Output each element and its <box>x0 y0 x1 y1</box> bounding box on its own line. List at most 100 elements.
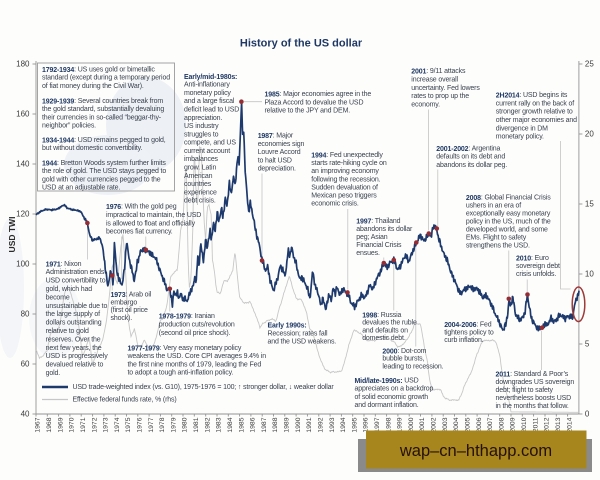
svg-text:2006: 2006 <box>476 417 483 432</box>
svg-text:weakens the USD. Core CPI aver: weakens the USD. Core CPI averages 9.4% … <box>127 353 267 360</box>
svg-text:1973: 1973 <box>103 417 110 432</box>
svg-text:2000: Dot-com: 2000: Dot-com <box>382 348 426 355</box>
svg-text:2000: 2000 <box>408 417 415 432</box>
svg-text:2004-2006: Fed: 2004-2006: Fed <box>444 322 492 329</box>
svg-text:100: 100 <box>16 260 30 269</box>
svg-text:1976: 1976 <box>137 417 144 432</box>
svg-text:monetary policy.: monetary policy. <box>496 134 544 141</box>
svg-text:crisis unfolds.: crisis unfolds. <box>516 271 556 278</box>
svg-text:deficit lead to USD: deficit lead to USD <box>184 107 239 114</box>
svg-text:0: 0 <box>585 410 590 419</box>
svg-text:compete, and US: compete, and US <box>184 140 236 147</box>
svg-text:current rally on the back of: current rally on the back of <box>496 100 574 107</box>
svg-text:appreciates on a backdrop: appreciates on a backdrop <box>355 386 434 393</box>
svg-text:Recession; rates fall: Recession; rates fall <box>268 330 328 337</box>
svg-text:standard (except during a temp: standard (except during a temporary peri… <box>42 75 170 82</box>
svg-text:1988: 1988 <box>272 417 279 432</box>
svg-text:1997: Thailand: 1997: Thailand <box>356 218 400 225</box>
svg-text:2H2014: USD begins its: 2H2014: USD begins its <box>496 92 568 99</box>
svg-text:1980: 1980 <box>182 417 189 432</box>
svg-text:experience: experience <box>184 189 217 196</box>
svg-text:1998: Russia: 1998: Russia <box>362 312 401 319</box>
svg-text:USD convertibility to: USD convertibility to <box>46 278 106 285</box>
svg-text:1974: 1974 <box>114 417 121 432</box>
svg-text:the first nine months of 1979,: the first nine months of 1979, leading t… <box>128 361 262 368</box>
svg-text:starts rate-hiking cycle on: starts rate-hiking cycle on <box>311 160 387 167</box>
svg-text:1995: 1995 <box>351 417 358 432</box>
svg-text:1978: 1978 <box>159 417 166 432</box>
svg-text:grow. Latin: grow. Latin <box>184 165 216 172</box>
svg-text:increase overall: increase overall <box>411 77 458 84</box>
svg-text:of solid economic growth: of solid economic growth <box>355 394 429 401</box>
svg-text:1934-1944: USD remains pegged: 1934-1944: USD remains pegged to gold, <box>42 137 166 144</box>
svg-text:to halt USD: to halt USD <box>258 157 292 164</box>
svg-text:in the months that follow.: in the months that follow. <box>496 403 569 410</box>
svg-text:USD trade-weighted index (vs.: USD trade-weighted index (vs. G10), 1975… <box>73 384 335 391</box>
svg-text:1987: Major: 1987: Major <box>258 133 294 140</box>
svg-text:following the recession.: following the recession. <box>311 176 380 183</box>
svg-text:is allowed to float and offici: is allowed to float and officially <box>106 220 196 227</box>
svg-text:gold, which had: gold, which had <box>46 286 93 293</box>
svg-text:Early 1990s:: Early 1990s: <box>268 322 307 329</box>
svg-text:History of the US dollar: History of the US dollar <box>240 38 363 50</box>
svg-text:and dormant inflation.: and dormant inflation. <box>355 402 419 409</box>
svg-text:1994: 1994 <box>340 417 347 432</box>
svg-text:USD TWI: USD TWI <box>7 217 17 253</box>
svg-text:domestic debt.: domestic debt. <box>362 335 406 342</box>
svg-text:180: 180 <box>16 60 30 69</box>
svg-text:their currencies in so-called: their currencies in so-called “beggar-th… <box>42 114 162 121</box>
svg-text:1990: 1990 <box>295 417 302 432</box>
svg-text:1929-1939: Several countries b: 1929-1939: Several countries break from <box>42 98 163 105</box>
svg-text:40: 40 <box>21 410 30 419</box>
svg-text:EMs. Flight to safety: EMs. Flight to safety <box>466 234 527 241</box>
svg-text:monetary policy: monetary policy <box>184 90 231 97</box>
svg-text:1984: 1984 <box>227 417 234 432</box>
svg-text:1971: Nixon: 1971: Nixon <box>46 261 82 268</box>
svg-text:Plaza Accord to devalue the US: Plaza Accord to devalue the USD <box>265 99 364 106</box>
svg-text:debt crisis.: debt crisis. <box>184 198 216 205</box>
svg-text:developed world, and some: developed world, and some <box>466 226 548 233</box>
svg-text:sovereign debt: sovereign debt <box>516 263 560 270</box>
svg-text:1986: 1986 <box>250 417 257 432</box>
svg-text:devalued relative to: devalued relative to <box>46 362 104 369</box>
svg-text:1977-1979: Very easy monetary: 1977-1979: Very easy monetary policy <box>128 345 242 352</box>
svg-text:USD at an adjustable rate.: USD at an adjustable rate. <box>42 185 120 192</box>
svg-text:10: 10 <box>585 270 594 279</box>
svg-text:struggles to: struggles to <box>184 131 219 138</box>
svg-text:relative to gold: relative to gold <box>46 328 89 335</box>
svg-text:exceptionally easy monetary: exceptionally easy monetary <box>466 210 551 217</box>
svg-text:Financial Crisis: Financial Crisis <box>356 242 402 249</box>
svg-text:Administration ends: Administration ends <box>46 269 105 276</box>
svg-text:Early/mid-1980s:: Early/mid-1980s: <box>184 73 237 80</box>
svg-text:the role of gold. The USD stay: the role of gold. The USD stays pegged t… <box>42 168 166 175</box>
svg-text:25: 25 <box>585 60 594 69</box>
svg-text:next few years, the: next few years, the <box>46 345 102 352</box>
svg-text:1993: 1993 <box>329 417 336 432</box>
svg-text:1996: 1996 <box>363 417 370 432</box>
svg-text:impractical to maintain, the U: impractical to maintain, the USD <box>106 212 201 219</box>
svg-text:160: 160 <box>16 110 30 119</box>
svg-text:1999: 1999 <box>397 417 404 432</box>
svg-text:(second oil price shock).: (second oil price shock). <box>159 330 231 337</box>
svg-text:(first oil price: (first oil price <box>111 307 149 314</box>
svg-text:60: 60 <box>21 360 30 369</box>
svg-text:140: 140 <box>16 160 30 169</box>
svg-text:economies sign: economies sign <box>258 141 305 148</box>
svg-text:1997: 1997 <box>374 417 381 432</box>
svg-text:2004: 2004 <box>453 417 460 432</box>
svg-text:1944: Bretton Woods system fur: 1944: Bretton Woods system further limit… <box>42 160 166 167</box>
svg-text:2003: 2003 <box>442 417 449 432</box>
svg-text:neighbor” policies.: neighbor” policies. <box>42 123 96 130</box>
svg-text:of fiat money during the Civil: of fiat money during the Civil War). <box>42 83 144 90</box>
svg-text:2005: 2005 <box>465 417 472 432</box>
svg-text:but without domestic convertib: but without domestic convertibility. <box>42 145 142 152</box>
svg-text:1994: Fed unexpectedly: 1994: Fed unexpectedly <box>311 152 383 159</box>
svg-text:120: 120 <box>16 210 30 219</box>
svg-text:dollars outstanding: dollars outstanding <box>46 320 102 327</box>
svg-text:Anti-inflationary: Anti-inflationary <box>184 82 230 89</box>
svg-text:1991: 1991 <box>306 417 313 432</box>
svg-text:bubble bursts,: bubble bursts, <box>382 356 424 363</box>
svg-text:and defaults on: and defaults on <box>362 327 408 334</box>
svg-text:economic crisis.: economic crisis. <box>311 201 359 208</box>
svg-text:2011: 2011 <box>532 417 539 432</box>
